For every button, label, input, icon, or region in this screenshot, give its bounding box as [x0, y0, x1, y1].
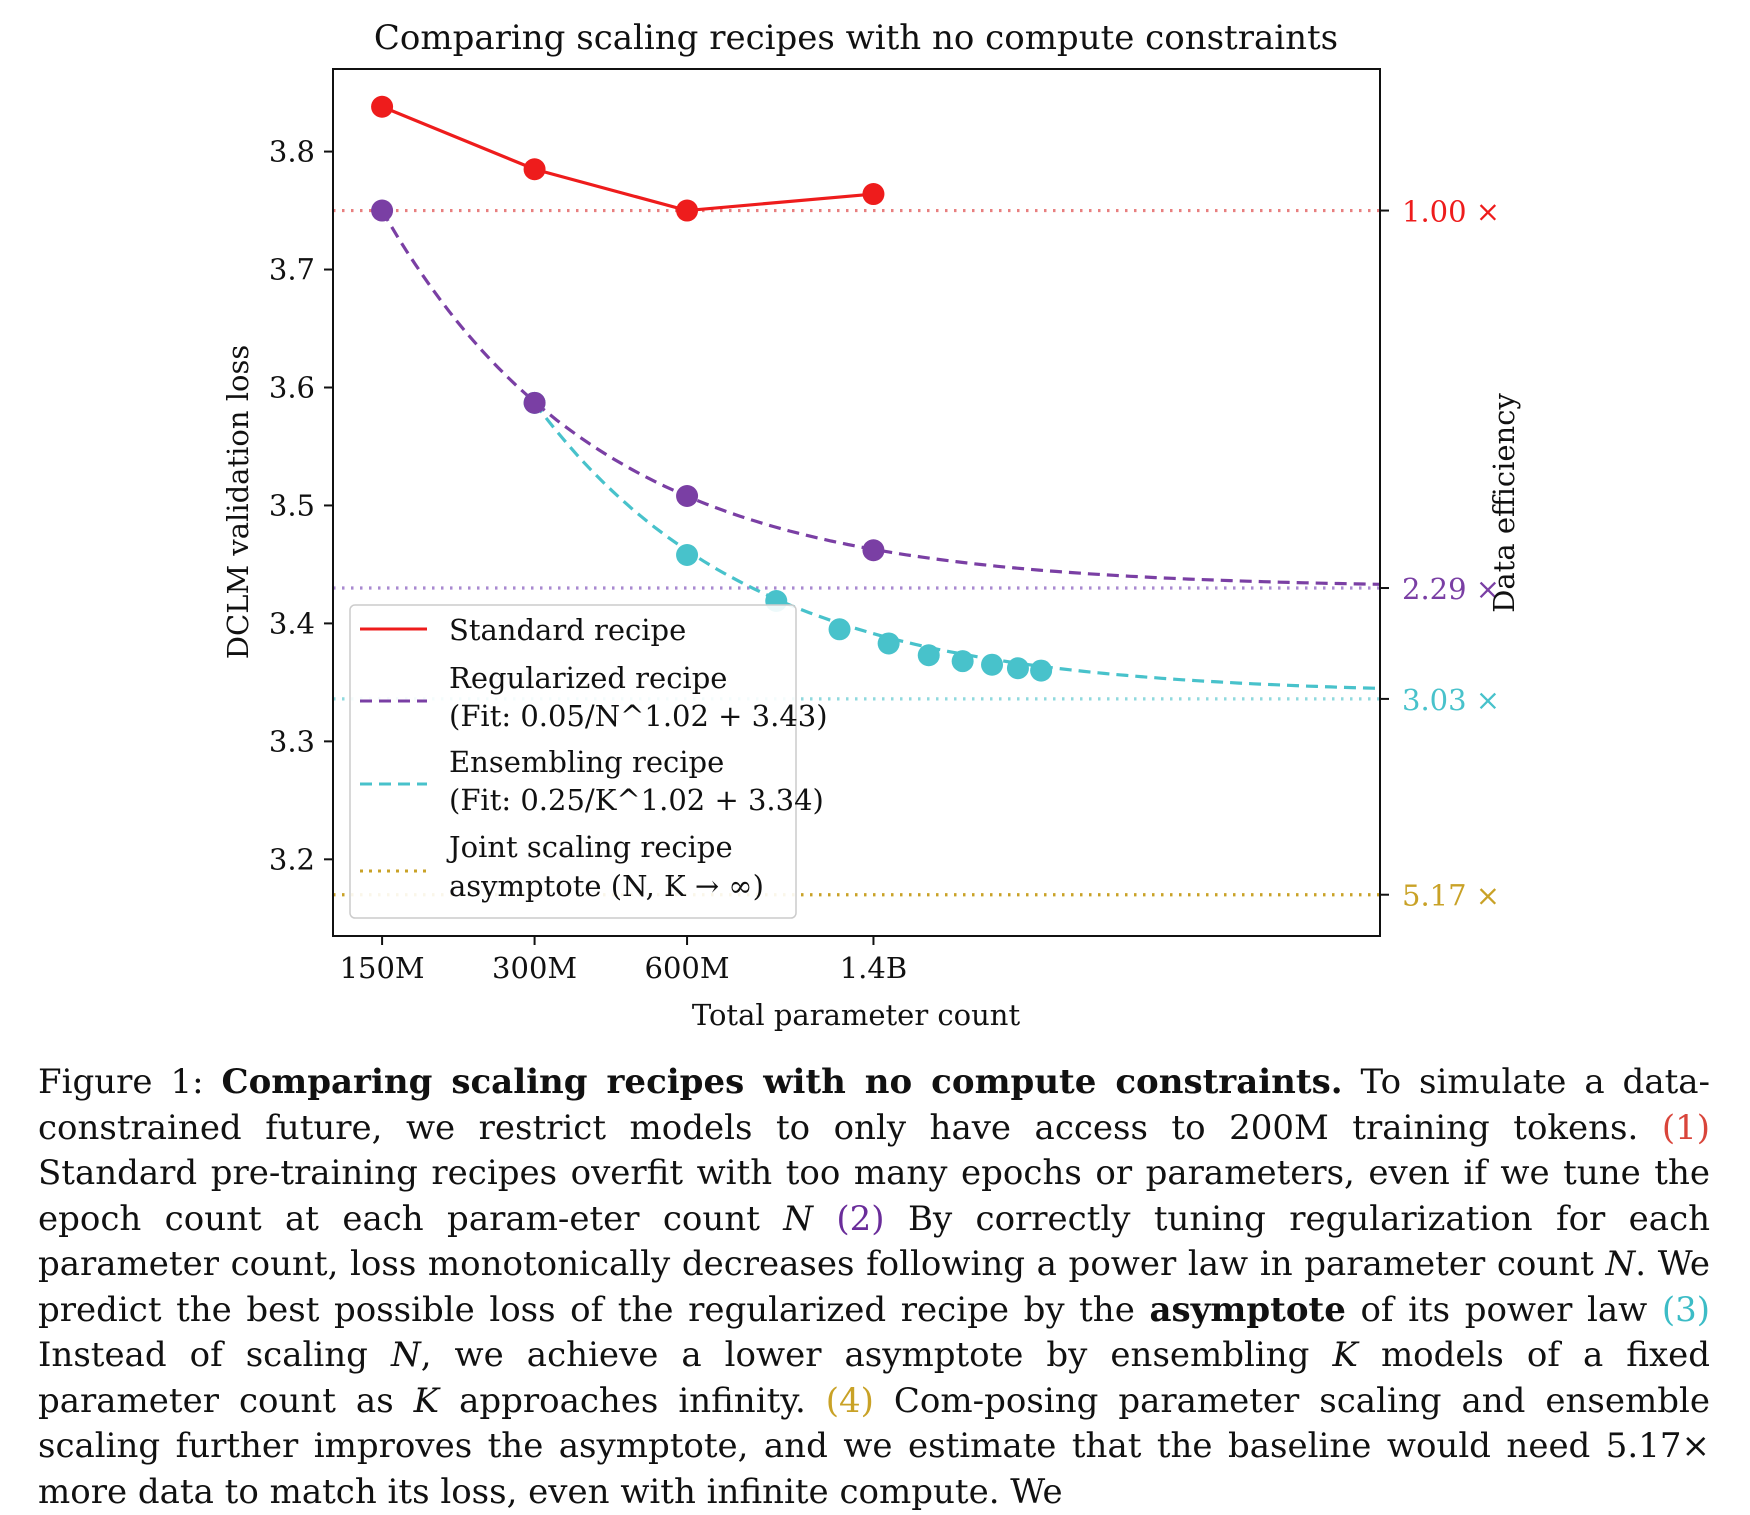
- x-tick-label: 150M: [340, 951, 425, 985]
- caption-ref-4: (4): [825, 1380, 874, 1421]
- legend: Standard recipe Regularized recipe (Fit:…: [349, 604, 828, 919]
- caption-text: Instead of scaling: [38, 1335, 368, 1375]
- ensembling-point: [917, 644, 940, 667]
- y-tick-label: 3.3: [269, 724, 315, 758]
- x-tick-label: 1.4B: [840, 951, 907, 985]
- legend-label-joint-line2: asymptote (N, K → ∞): [449, 869, 764, 903]
- right-axis-title: Data efficiency: [1487, 393, 1521, 613]
- caption-text: Standard pre-training recipes overfit wi…: [38, 1153, 1710, 1239]
- ensembling-point: [676, 543, 699, 566]
- y-tick-label: 3.4: [269, 606, 315, 640]
- regularized-point: [523, 391, 546, 414]
- caption-text: . We predict the best possible loss of t…: [38, 1244, 1710, 1330]
- efficiency-label: 3.03 ×: [1402, 683, 1500, 717]
- caption-var: N: [783, 1198, 813, 1239]
- caption-var: K: [413, 1380, 440, 1421]
- caption-ref-3: (3): [1661, 1289, 1711, 1330]
- efficiency-label: 2.29 ×: [1402, 572, 1500, 606]
- caption-ref-2: (2): [836, 1198, 885, 1239]
- y-tick-label: 3.5: [269, 488, 315, 522]
- caption-var: K: [1332, 1335, 1358, 1375]
- plot-frame: [332, 68, 1381, 937]
- caption-ref-1: (1): [1661, 1107, 1710, 1148]
- legend-label-standard: Standard recipe: [449, 613, 686, 647]
- caption-var: N: [390, 1335, 421, 1375]
- ensembling-point: [1006, 657, 1029, 680]
- ensembling-point: [828, 618, 851, 641]
- y-tick-label: 3.8: [269, 135, 315, 169]
- caption-text: of its power law: [1360, 1289, 1648, 1330]
- y-axis: 3.2 3.3 3.4 3.5 3.6 3.7 3.8: [269, 135, 333, 876]
- chart: Comparing scaling recipes with no comput…: [221, 18, 1521, 1032]
- standard-point: [862, 183, 885, 206]
- figure-label: Figure 1:: [38, 1062, 204, 1102]
- efficiency-label: 1.00 ×: [1402, 195, 1500, 229]
- x-axis-label: Total parameter count: [692, 998, 1021, 1032]
- right-axis-labels: 1.00 × 2.29 × 3.03 × 5.17 ×: [1380, 195, 1500, 913]
- standard-point: [371, 95, 394, 118]
- caption-text: To simulate a data-constrained future, w…: [38, 1062, 1711, 1148]
- regularized-point: [862, 539, 885, 562]
- caption-text: models of a fixed parameter count as: [38, 1335, 1711, 1421]
- y-tick-label: 3.6: [269, 370, 315, 404]
- ensembling-point: [877, 632, 900, 655]
- legend-fit-ensembling: (Fit: 0.25/K^1.02 + 3.34): [449, 783, 824, 817]
- caption-text: By correctly tuning regularization for e…: [38, 1198, 1711, 1285]
- ensembling-point: [951, 650, 974, 673]
- regularized-point: [371, 199, 394, 222]
- x-tick-label: 600M: [645, 951, 730, 985]
- y-tick-label: 3.7: [269, 253, 315, 287]
- plot-area: [333, 95, 1381, 897]
- caption-var: N: [1605, 1244, 1636, 1284]
- x-tick-label: 300M: [492, 951, 577, 985]
- legend-box: [349, 604, 797, 919]
- x-axis: 150M 300M 600M 1.4B: [340, 936, 907, 985]
- legend-label-regularized: Regularized recipe: [449, 661, 727, 695]
- standard-point: [676, 199, 699, 222]
- legend-label-ensembling: Ensembling recipe: [449, 745, 724, 779]
- figure-caption: Figure 1: Comparing scaling recipes with…: [38, 1060, 1710, 1515]
- standard-point: [523, 158, 546, 181]
- caption-title: Comparing scaling recipes with no comput…: [221, 1062, 1343, 1102]
- caption-text: approaches infinity.: [459, 1380, 806, 1421]
- ensembling-point: [981, 653, 1004, 676]
- ensembling-point: [1030, 659, 1053, 682]
- y-tick-label: 3.2: [269, 842, 315, 876]
- standard-line: [381, 105, 874, 213]
- y-axis-label: DCLM validation loss: [221, 345, 255, 659]
- legend-fit-regularized: (Fit: 0.05/N^1.02 + 3.43): [449, 699, 828, 733]
- caption-text: , we achieve a lower asymptote by ensemb…: [420, 1335, 1310, 1375]
- legend-label-joint: Joint scaling recipe: [446, 830, 733, 864]
- chart-title: Comparing scaling recipes with no comput…: [374, 18, 1338, 58]
- regularized-point: [676, 485, 699, 508]
- efficiency-label: 5.17 ×: [1402, 879, 1500, 913]
- caption-asymptote: asymptote: [1149, 1289, 1346, 1330]
